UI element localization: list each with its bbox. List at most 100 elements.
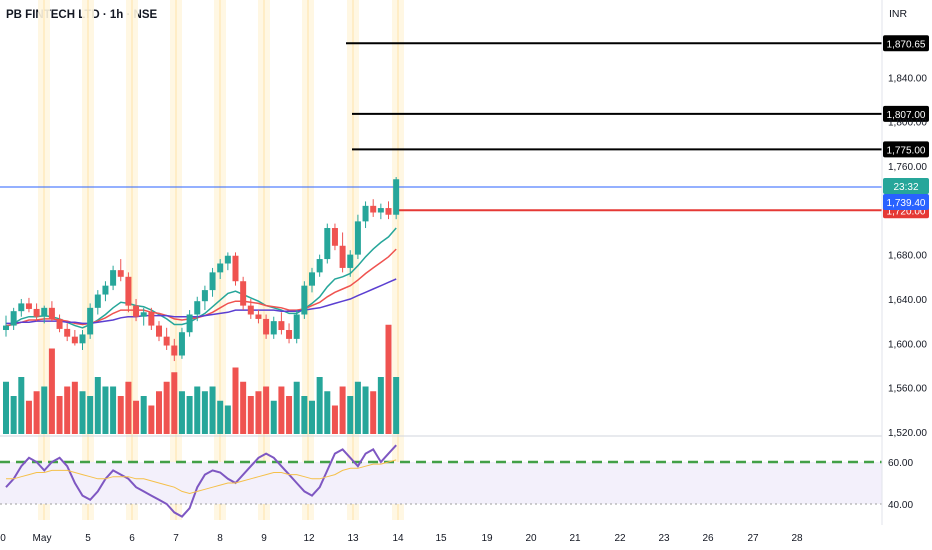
volume-bar [377, 377, 384, 434]
time-tick-label: 6 [129, 533, 135, 544]
candle-body [48, 307, 55, 319]
time-tick-label: 14 [392, 533, 404, 544]
candle [263, 314, 270, 339]
level-tag-label: 1,807.00 [887, 110, 926, 121]
candle [232, 252, 239, 286]
candle-body [201, 290, 208, 302]
candle [309, 267, 315, 293]
candle [286, 323, 293, 344]
volume-bar [18, 377, 25, 434]
candle [64, 323, 71, 342]
candle-body [224, 255, 231, 264]
level-tag [883, 105, 929, 122]
volume-bar [263, 386, 270, 434]
currency-label[interactable]: INR [889, 8, 908, 20]
time-tick-label: May [33, 533, 52, 544]
candle-body [377, 208, 384, 213]
candle-body [263, 318, 270, 335]
volume-bar [33, 391, 40, 434]
time-tick-label: 23 [658, 533, 670, 544]
moving-average-line [6, 278, 397, 325]
countdown-tag [883, 178, 929, 194]
volume-bar [331, 405, 338, 434]
volume-bar [94, 377, 101, 434]
volume-bar [278, 386, 285, 434]
time-tick-label: 0 [0, 533, 6, 544]
candle-body [293, 314, 300, 339]
candle [133, 298, 140, 322]
volume-bar [370, 391, 377, 434]
candle-body [140, 312, 147, 317]
volume-bar [156, 391, 162, 434]
candle [240, 276, 247, 311]
volume-bar [232, 367, 239, 434]
candle [370, 199, 377, 217]
candle-body [354, 221, 361, 255]
volume-bar [171, 372, 178, 434]
price-tick-label: 1,600.00 [888, 339, 927, 350]
candle [156, 321, 162, 342]
time-tick-label: 15 [435, 533, 447, 544]
candle-body [125, 276, 132, 306]
volume-bar [186, 396, 193, 434]
candle [102, 281, 109, 302]
candle [255, 310, 262, 324]
candle [18, 298, 25, 317]
volume-bar [148, 405, 155, 434]
time-tick-label: 22 [614, 533, 626, 544]
candle [377, 203, 384, 220]
candle [71, 330, 78, 346]
volume-bar [133, 400, 140, 434]
volume-bar [293, 381, 300, 434]
volume-bar [309, 400, 315, 434]
candle [87, 303, 94, 339]
level-tag-label: 1,775.00 [887, 145, 926, 156]
candle [278, 312, 285, 335]
candle-body [133, 305, 140, 317]
candle-body [18, 303, 25, 312]
candle [10, 307, 17, 331]
candle-body [117, 270, 124, 277]
candle-body [362, 205, 369, 222]
candle [140, 307, 147, 326]
countdown-label: 23:32 [893, 182, 918, 193]
candle-body [316, 259, 323, 273]
volume-bar [79, 391, 86, 434]
candle-body [33, 308, 40, 317]
volume-bar [64, 386, 71, 434]
candle-body [64, 328, 71, 337]
level-tag-label: 1,870.65 [887, 39, 926, 50]
moving-average-line [5, 248, 397, 327]
candle-body [56, 318, 63, 329]
candle-body [209, 272, 216, 291]
price-levels: 1,870.65 1,807.00 1,775.00 1,720.00 23:32 1,7… [0, 35, 929, 219]
candle-body [194, 301, 201, 315]
candle [316, 254, 323, 277]
candle-body [178, 332, 185, 356]
candle [347, 250, 354, 277]
candle-body [393, 179, 400, 215]
volume-bar [48, 348, 55, 434]
volume-bar [25, 400, 32, 434]
time-tick-label: 20 [525, 533, 537, 544]
candle-body [25, 303, 32, 309]
candle-body [370, 205, 377, 213]
rsi-tick-label: 60.00 [888, 458, 913, 469]
candle [33, 303, 40, 322]
candle-body [148, 312, 155, 326]
candle-body [217, 263, 224, 273]
volume-bar [125, 381, 132, 434]
candle [125, 272, 132, 313]
candle [209, 267, 216, 297]
candle-body [79, 334, 86, 344]
candle [171, 338, 178, 362]
volume-bar [194, 386, 201, 434]
price-tick-label: 1,680.00 [888, 251, 927, 262]
candle-body [102, 285, 109, 295]
candle [331, 223, 338, 251]
time-tick-label: 28 [791, 533, 803, 544]
candle [148, 307, 155, 331]
price-tick-label: 1,800.00 [888, 118, 927, 129]
rsi-tick-label: 40.00 [888, 500, 913, 511]
